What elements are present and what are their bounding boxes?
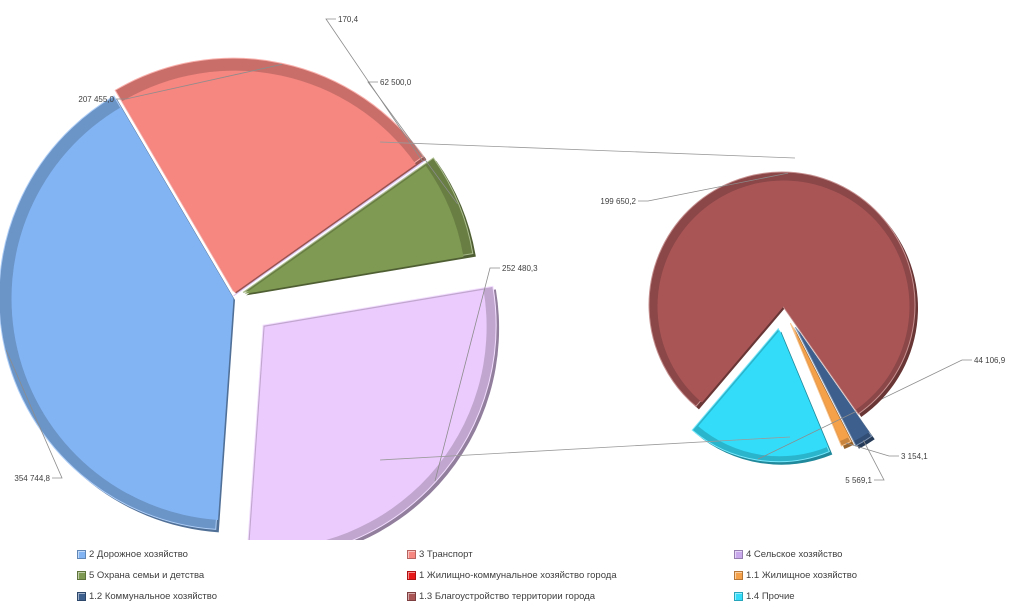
legend-label: 3 Транспорт <box>419 549 473 560</box>
data-label: 62 500,0 <box>380 78 412 87</box>
legend-swatch <box>734 571 743 580</box>
legend-swatch <box>734 592 743 601</box>
leader-line <box>638 172 789 202</box>
chart-canvas: 354 744,8 207 455,0 170,4 62 500,0 252 480,3… <box>0 15 1006 540</box>
data-label: 170,4 <box>338 15 359 24</box>
leader-line <box>863 440 885 481</box>
data-label: 3 154,1 <box>901 452 928 461</box>
legend-swatch <box>77 550 86 559</box>
pie-slice-3-транспорт: 207 455,0 <box>78 57 427 295</box>
slice-face <box>235 169 417 298</box>
leader-line <box>116 63 283 100</box>
legend-label: 1.4 Прочие <box>746 591 795 602</box>
legend-item-family: 5 Охрана семьи и детства <box>77 570 204 581</box>
secondary-pie: 5 569,1 3 154,1 44 106,9 199 650,2 <box>600 171 1006 485</box>
data-label: 252 480,3 <box>502 264 538 273</box>
slice-bevel <box>233 160 425 297</box>
legend-label: 1.3 Благоустройство территории города <box>419 591 596 602</box>
legend-label: 5 Охрана семьи и детства <box>89 570 205 581</box>
pie-slice-1-2-коммунальное-хозяйство: 5 569,1 <box>794 326 885 485</box>
pie-slice-1-3-благоустройство-территории-города: 199 650,2 <box>600 171 919 417</box>
pie-of-pie-chart: 354 744,8 207 455,0 170,4 62 500,0 252 480,3… <box>0 15 1006 540</box>
slice-face <box>657 180 910 410</box>
pie-slice-5-охрана-семьи-и-детства: 62 500,0 <box>242 78 476 296</box>
slice-face <box>11 107 234 520</box>
slice-face <box>796 328 870 441</box>
legend-label: 1 Жилищно-коммунальное хозяйство города <box>419 570 617 581</box>
legend-label: 4 Сельское хозяйство <box>746 549 843 560</box>
legend-swatch <box>77 571 86 580</box>
legend-item-housing-utilities: 1 Жилищно-коммунальное хозяйство города <box>407 570 617 581</box>
legend-swatch <box>407 592 416 601</box>
pie-slice-1-жилищно-коммунальное-хозяйство-города: 252 480,3 <box>247 264 538 540</box>
leader-line <box>5 349 63 479</box>
legend-item-agriculture: 4 Сельское хозяйство <box>734 549 842 560</box>
legend-item-housing: 1.1 Жилищное хозяйство <box>734 570 857 581</box>
connector-line-top <box>379 141 796 159</box>
leader-line <box>757 359 972 460</box>
data-label: 44 106,9 <box>974 356 1006 365</box>
data-label: 207 455,0 <box>78 95 114 104</box>
data-label: 354 744,8 <box>14 474 50 483</box>
data-label: 199 650,2 <box>600 197 636 206</box>
legend-swatch <box>407 550 416 559</box>
slice-face <box>698 330 829 457</box>
legend-item-other: 1.4 Прочие <box>734 591 795 602</box>
leader-line <box>325 18 424 163</box>
legend-label: 1.2 Коммунальное хозяйство <box>89 591 218 602</box>
connector-line-bottom <box>379 436 791 461</box>
legend-swatch <box>407 571 416 580</box>
main-pie: 354 744,8 207 455,0 170,4 62 500,0 252 480,3 <box>0 15 538 540</box>
legend-item-communal: 1.2 Коммунальное хозяйство <box>77 591 217 602</box>
legend-label: 1.1 Жилищное хозяйство <box>746 570 857 581</box>
legend-swatch <box>734 550 743 559</box>
connector-lines <box>379 141 796 461</box>
leader-line <box>845 442 899 457</box>
legend-item-transport: 3 Транспорт <box>407 549 473 560</box>
slice-face <box>122 70 416 293</box>
data-label: 5 569,1 <box>845 476 872 485</box>
slice-face <box>244 165 464 294</box>
leader-line <box>367 81 458 205</box>
chart-legend: 2 Дорожное хозяйство 3 Транспорт 4 Сельс… <box>0 543 1024 607</box>
leader-line <box>434 267 500 482</box>
legend-swatch <box>77 592 86 601</box>
legend-item-improvement: 1.3 Благоустройство территории города <box>407 591 595 602</box>
slice-face <box>249 289 487 540</box>
pie-slice-1-4-прочие: 44 106,9 <box>691 327 1006 465</box>
legend-item-road: 2 Дорожное хозяйство <box>77 549 188 560</box>
slice-face <box>791 324 850 442</box>
legend-label: 2 Дорожное хозяйство <box>89 549 188 560</box>
pie-slice-2-дорожное-хозяйство: 354 744,8 <box>0 95 235 533</box>
pie-slice-1-1-жилищное-хозяйство: 3 154,1 <box>789 322 928 461</box>
